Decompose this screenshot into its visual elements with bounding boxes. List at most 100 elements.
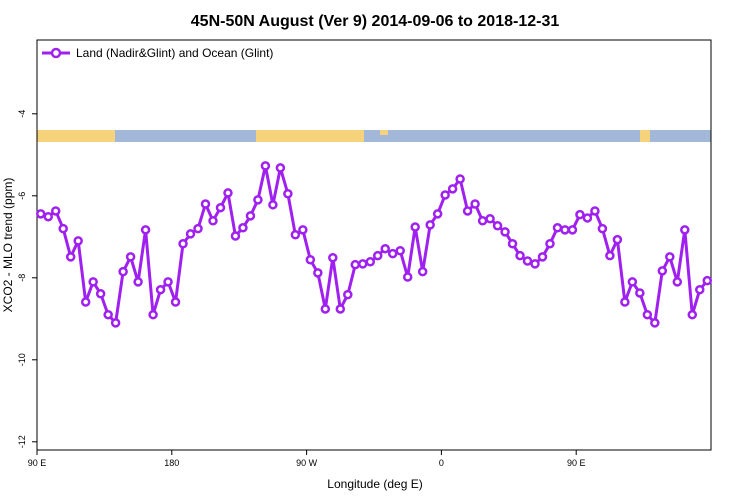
y-axis-label: XCO2 - MLO trend (ppm)	[1, 178, 15, 313]
point	[380, 243, 390, 254]
point	[260, 161, 271, 171]
point	[432, 209, 443, 219]
point	[545, 239, 555, 249]
point	[560, 225, 570, 235]
point	[650, 318, 660, 328]
point	[657, 266, 668, 276]
point	[612, 234, 623, 245]
point	[245, 211, 256, 221]
point	[103, 309, 113, 320]
x-axis-label: Longitude (deg E)	[327, 477, 422, 491]
point	[320, 304, 331, 314]
point	[343, 289, 353, 300]
y-tick-label: -6	[17, 192, 27, 200]
point	[395, 245, 405, 256]
point	[387, 248, 398, 259]
point	[530, 259, 540, 269]
point	[462, 206, 473, 216]
x-tick-label: 180	[164, 458, 179, 468]
point	[275, 163, 286, 173]
point	[185, 229, 196, 239]
point	[522, 256, 533, 266]
point	[425, 220, 435, 230]
point	[635, 288, 645, 298]
plot-frame	[36, 39, 712, 451]
point	[672, 277, 683, 287]
point	[230, 231, 241, 241]
point	[148, 309, 158, 320]
point	[372, 250, 383, 261]
point	[417, 266, 428, 277]
point	[492, 220, 503, 231]
point	[485, 214, 495, 224]
x-tick-label: 0	[439, 458, 444, 468]
point	[402, 272, 413, 282]
point	[335, 304, 346, 314]
point	[590, 206, 600, 216]
point	[238, 223, 248, 233]
point	[43, 211, 53, 222]
x-tick-label: 90 E	[28, 458, 47, 468]
map-strip	[37, 130, 711, 142]
point	[200, 199, 211, 209]
point	[642, 309, 653, 320]
series-line	[40, 164, 709, 325]
point	[440, 190, 450, 200]
point	[695, 284, 705, 295]
point	[313, 268, 323, 278]
point	[470, 199, 480, 209]
point	[597, 223, 608, 234]
point	[358, 259, 368, 269]
point	[410, 222, 420, 232]
point	[665, 252, 675, 262]
point	[507, 239, 518, 249]
y-tick-label: -4	[17, 110, 27, 118]
point	[290, 230, 301, 240]
point	[208, 216, 218, 226]
point	[350, 259, 361, 270]
point	[305, 255, 316, 265]
y-tick-label: -10	[17, 353, 27, 366]
point	[680, 225, 690, 235]
point	[298, 225, 308, 235]
point	[193, 223, 203, 234]
point	[477, 216, 488, 226]
point	[133, 277, 143, 287]
point	[110, 318, 121, 328]
point	[223, 188, 233, 198]
y-tick-label: -12	[17, 435, 27, 448]
point	[537, 252, 548, 262]
x-tick-label: 90 E	[567, 458, 586, 468]
point	[283, 189, 293, 199]
chart-title: 45N-50N August (Ver 9) 2014-09-06 to 201…	[191, 13, 560, 30]
point	[163, 277, 173, 287]
point	[50, 206, 61, 216]
point	[328, 252, 338, 263]
point	[687, 309, 698, 320]
point	[140, 225, 151, 235]
legend-marker	[50, 47, 62, 59]
point	[620, 297, 630, 307]
point	[125, 252, 136, 262]
point	[627, 277, 638, 287]
point	[178, 239, 188, 249]
point	[500, 227, 510, 237]
x-tick-label: 90 W	[296, 458, 318, 468]
legend-label: Land (Nadir&Glint) and Ocean (Glint)	[76, 46, 273, 60]
point	[118, 266, 128, 277]
point	[268, 200, 278, 210]
point	[365, 257, 376, 267]
point	[170, 297, 181, 307]
point	[80, 297, 91, 307]
point	[58, 223, 68, 234]
point	[253, 195, 263, 205]
point	[575, 209, 585, 220]
point	[88, 277, 98, 287]
point	[702, 275, 713, 286]
y-tick-label: -8	[17, 274, 27, 282]
point	[35, 209, 46, 219]
point	[447, 184, 458, 194]
point	[215, 202, 226, 213]
point	[567, 225, 578, 235]
